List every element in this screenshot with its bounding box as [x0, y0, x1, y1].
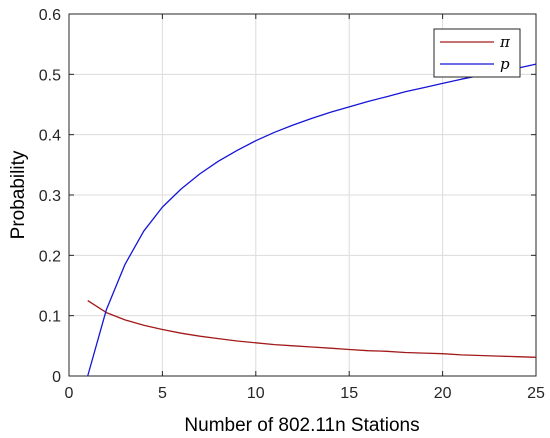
x-tick-label: 0 [65, 385, 74, 402]
x-tick-label: 20 [434, 385, 452, 402]
x-tick-label: 5 [158, 385, 167, 402]
y-tick-label: 0.1 [39, 309, 61, 326]
x-tick-label: 10 [247, 385, 265, 402]
x-tick-label: 15 [340, 385, 358, 402]
legend-label-pi: π [499, 33, 511, 51]
y-tick-label: 0.2 [39, 248, 61, 265]
y-tick-label: 0 [52, 369, 61, 386]
y-axis-title: Probability [8, 150, 29, 239]
y-tick-label: 0.6 [39, 7, 61, 24]
series-line-pi [87, 300, 537, 358]
legend: π p [433, 28, 521, 78]
legend-label-p: p [500, 55, 510, 73]
series-line-p [87, 63, 537, 377]
legend-box [433, 28, 521, 78]
y-tick-label: 0.3 [39, 188, 61, 205]
series-lines [87, 63, 537, 377]
axis-ticks: 0 5 10 15 20 25 0 0.1 0.2 0.3 0.4 0.5 0.6 [39, 7, 545, 402]
x-tick-label: 25 [527, 385, 545, 402]
x-axis-title: Number of 802.11n Stations [184, 415, 419, 436]
y-tick-label: 0.5 [39, 67, 61, 84]
y-tick-label: 0.4 [39, 128, 61, 145]
